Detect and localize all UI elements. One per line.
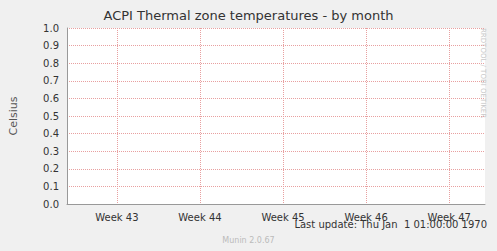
svg-text:0.6: 0.6: [43, 93, 59, 104]
svg-text:Week 47: Week 47: [428, 212, 471, 223]
svg-text:Week 44: Week 44: [178, 212, 221, 223]
svg-text:Week 45: Week 45: [261, 212, 304, 223]
svg-text:1.0: 1.0: [43, 23, 59, 34]
svg-text:0.7: 0.7: [43, 75, 59, 86]
svg-text:ACPI Thermal zone temperatures: ACPI Thermal zone temperatures - by mont…: [103, 8, 393, 23]
svg-text:Last update: Thu Jan 1 01:00:0: Last update: Thu Jan 1 01:00:00 1970: [294, 218, 487, 230]
svg-text:0.3: 0.3: [43, 146, 59, 157]
svg-text:Munin 2.0.67: Munin 2.0.67: [222, 236, 274, 245]
svg-text:0.2: 0.2: [43, 163, 59, 174]
svg-text:Celsius: Celsius: [7, 96, 20, 135]
svg-text:0.4: 0.4: [43, 128, 59, 139]
svg-text:0.1: 0.1: [43, 181, 59, 192]
svg-text:0.8: 0.8: [43, 58, 59, 69]
svg-text:Week 46: Week 46: [345, 212, 388, 223]
svg-text:0.0: 0.0: [43, 199, 59, 210]
svg-text:Week 43: Week 43: [95, 212, 138, 223]
svg-text:0.9: 0.9: [43, 40, 59, 51]
svg-text:0.5: 0.5: [43, 111, 59, 122]
svg-text:RRDTOOL / TOBI OETIKER: RRDTOOL / TOBI OETIKER: [479, 28, 487, 118]
